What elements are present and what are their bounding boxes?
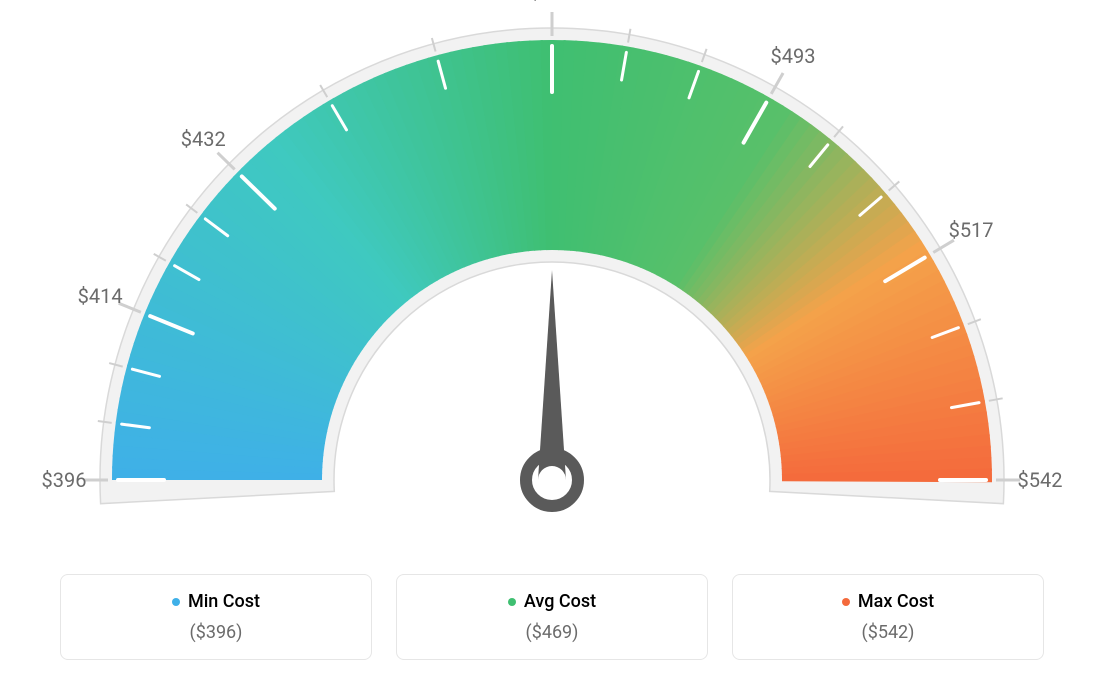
legend-card-avg: Avg Cost ($469) — [396, 574, 708, 661]
legend-value-avg: ($469) — [417, 622, 687, 643]
gauge-tick-label: $493 — [770, 44, 815, 68]
gauge-tick-label: $414 — [78, 284, 123, 308]
gauge-tick-label: $469 — [530, 0, 575, 4]
gauge-tick-label: $396 — [42, 468, 87, 492]
legend-label-avg: Avg Cost — [524, 591, 596, 612]
legend-label-min: Min Cost — [188, 591, 260, 612]
gauge-area: $396 $414 $432 $469 $493 $517 $542 — [0, 0, 1104, 570]
gauge-tick-label: $432 — [181, 127, 226, 151]
legend-title-avg: Avg Cost — [508, 591, 596, 612]
gauge-tick-label: $517 — [949, 218, 994, 242]
legend-value-max: ($542) — [753, 622, 1023, 643]
chart-container: $396 $414 $432 $469 $493 $517 $542 Min Cost ($… — [0, 0, 1104, 690]
dot-icon — [508, 598, 516, 606]
legend-label-max: Max Cost — [858, 591, 934, 612]
legend-card-min: Min Cost ($396) — [60, 574, 372, 661]
legend-value-min: ($396) — [81, 622, 351, 643]
gauge-tick-label: $542 — [1018, 468, 1063, 492]
legend-title-max: Max Cost — [842, 591, 934, 612]
dot-icon — [842, 598, 850, 606]
gauge-svg — [0, 0, 1104, 570]
legend-card-max: Max Cost ($542) — [732, 574, 1044, 661]
legend-row: Min Cost ($396) Avg Cost ($469) Max Cost… — [60, 574, 1044, 661]
dot-icon — [172, 598, 180, 606]
legend-title-min: Min Cost — [172, 591, 260, 612]
